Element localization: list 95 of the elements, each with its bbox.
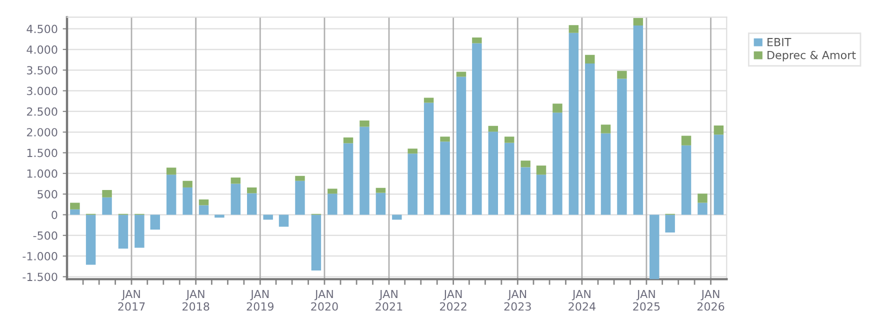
bar [698, 202, 708, 215]
bar [650, 214, 660, 280]
bar [456, 76, 466, 215]
bar [360, 126, 370, 215]
y-tick-label: -1.500 [22, 272, 58, 282]
bar [552, 104, 562, 113]
bar [681, 145, 692, 215]
bar [440, 136, 450, 142]
y-tick-label: 500 [38, 190, 58, 198]
bar [504, 136, 514, 143]
bar [263, 214, 273, 220]
bar [392, 214, 402, 220]
x-tick-label: JAN 2019 [246, 290, 274, 311]
bar [440, 142, 450, 215]
y-tick-label: 0 [52, 210, 58, 220]
y-tick-label: 2.000 [26, 128, 58, 136]
bar [150, 214, 160, 230]
bar [536, 174, 546, 215]
bar [488, 126, 498, 132]
x-tick-label: JAN 2025 [633, 290, 660, 311]
x-tick-label: JAN 2022 [440, 290, 466, 311]
bar [600, 133, 611, 215]
bar [714, 125, 724, 135]
bar [182, 180, 192, 188]
bar [633, 25, 644, 215]
bar [424, 102, 434, 215]
y-tick-label: 1.500 [27, 148, 58, 158]
bar [568, 25, 579, 33]
bar [295, 176, 305, 181]
bar [102, 190, 112, 198]
bar [424, 98, 434, 103]
x-tick-label: JAN 2024 [568, 290, 596, 311]
bar [295, 180, 305, 215]
bar [166, 174, 176, 215]
bar [311, 214, 322, 271]
x-tick-label: JAN 2018 [182, 290, 210, 311]
bar [166, 168, 176, 175]
bar [182, 187, 192, 215]
bar [328, 194, 338, 215]
bar [585, 63, 595, 215]
bar [698, 194, 708, 203]
y-tick-label: 1.000 [27, 169, 58, 178]
bar [585, 54, 595, 64]
y-tick-label: -1.000 [22, 252, 58, 260]
legend-label: Deprec & Amort [768, 50, 856, 62]
bar [408, 148, 418, 154]
bar [198, 199, 209, 206]
x-tick-label: JAN 2017 [118, 290, 145, 311]
bar [214, 214, 224, 218]
bar [617, 70, 627, 79]
bar [376, 192, 386, 215]
bar [633, 18, 644, 26]
bar [278, 214, 289, 227]
bar [70, 209, 80, 215]
bar [328, 188, 338, 194]
bar [536, 166, 546, 175]
x-tick-label: JAN 2023 [504, 290, 531, 311]
y-tick-label: 3.000 [27, 86, 58, 96]
bar [681, 136, 692, 146]
bar [118, 214, 128, 249]
bar [343, 137, 354, 144]
bar [488, 132, 498, 215]
bar [600, 124, 611, 134]
y-tick-label: 4.500 [26, 24, 58, 34]
bar [102, 197, 112, 215]
bar [247, 193, 257, 215]
bar [472, 37, 482, 44]
x-tick-label: JAN 2021 [376, 290, 402, 311]
bar [472, 43, 482, 215]
bar [230, 178, 241, 184]
bar [617, 78, 627, 215]
y-tick-label: -500 [33, 231, 58, 240]
y-tick-label: 3.500 [27, 66, 58, 74]
bar [247, 187, 257, 194]
bar [714, 134, 724, 215]
bar [552, 112, 562, 215]
bar [520, 160, 530, 168]
legend-label: EBIT [768, 38, 792, 46]
bar [520, 167, 530, 215]
bar [408, 154, 418, 215]
bar [343, 143, 354, 215]
bar [70, 202, 80, 210]
y-tick-label: 4.000 [26, 45, 58, 54]
bar [230, 184, 241, 215]
bar [504, 142, 514, 215]
bar [134, 214, 144, 248]
bar [360, 120, 370, 127]
bar [568, 32, 579, 215]
bar [665, 214, 675, 232]
bar [86, 214, 96, 265]
bar [376, 188, 386, 193]
x-tick-label: JAN 2020 [311, 290, 338, 311]
x-tick-label: JAN 2026 [697, 290, 724, 311]
bar [198, 205, 209, 215]
y-tick-label: 2.500 [26, 107, 58, 116]
